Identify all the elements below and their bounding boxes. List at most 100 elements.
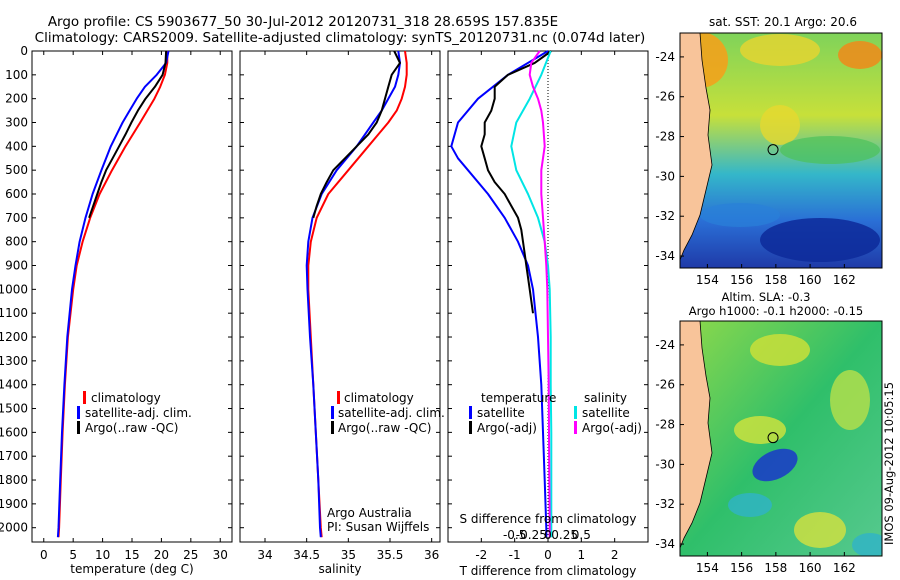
figure-title-line2: Climatology: CARS2009. Satellite-adjuste…	[35, 30, 646, 46]
depth-tick-label: 400	[5, 139, 28, 153]
legend-label-climatology: climatology	[344, 391, 414, 405]
difference-panel: -2 -1 0 1 2 T difference from climatology S …	[447, 50, 649, 578]
sla-map-frame	[679, 320, 883, 557]
depth-tick-label: 1300	[0, 354, 28, 368]
series-line-magenta	[528, 50, 551, 538]
map-y-tick-label: -24	[655, 338, 675, 352]
sla-low-eddy	[852, 533, 882, 556]
sla-high-patch	[830, 370, 870, 430]
legend-label-argo-s: Argo(-adj)	[582, 421, 642, 435]
map-x-tick-label: 154	[696, 273, 719, 287]
legend-label-argo: Argo(..raw -QC)	[338, 421, 431, 435]
map-x-tick-label: 158	[764, 561, 787, 575]
depth-tick-label: 600	[5, 187, 28, 201]
sla-high-patch	[794, 512, 846, 548]
sst-warm-patch	[760, 105, 800, 145]
map-y-tick-label: -34	[655, 249, 675, 263]
map-y-tick-label: -26	[655, 90, 675, 104]
series-line-black	[480, 50, 552, 314]
x-tick-label: 10	[95, 548, 110, 562]
legend-label-argo: Argo(..raw -QC)	[85, 421, 178, 435]
x-tick-label: 34.5	[293, 548, 320, 562]
x-tick-label: -2	[475, 548, 487, 562]
depth-tick-label: 900	[5, 259, 28, 273]
x-tick-label: 0	[40, 548, 48, 562]
temperature-axes-frame	[31, 50, 233, 543]
depth-tick-label: 0	[20, 44, 28, 58]
map-y-tick-label: -26	[655, 378, 675, 392]
salinity-axes-frame	[239, 50, 441, 543]
series-line-black	[312, 50, 401, 219]
annotation-line1: Argo Australia	[327, 506, 412, 520]
sla-map: Altim. SLA: -0.3 Argo h1000: -0.1 h2000:…	[655, 290, 883, 575]
depth-tick-label: 800	[5, 235, 28, 249]
salinity-diff-tick-label: -0.25	[516, 528, 547, 542]
map-x-tick-label: 162	[833, 273, 856, 287]
legend-swatch-black	[77, 421, 80, 434]
depth-tick-label: 500	[5, 163, 28, 177]
legend-swatch-blue	[469, 406, 472, 419]
depth-tick-label: 1800	[0, 473, 28, 487]
sst-cold-patch	[760, 218, 880, 262]
legend-header-salinity: salinity	[584, 391, 627, 405]
depth-tick-label: 1200	[0, 330, 28, 344]
depth-tick-label: 1900	[0, 497, 28, 511]
salinity-diff-tick-label: 0.25	[551, 528, 578, 542]
salinity-series	[305, 50, 408, 538]
depth-tick-label: 300	[5, 116, 28, 130]
x-tick-label: 36	[424, 548, 439, 562]
legend-header-temperature: temperature	[481, 391, 556, 405]
legend-swatch-magenta	[574, 421, 577, 434]
x-tick-label: 25	[183, 548, 198, 562]
map-y-tick-label: -32	[655, 209, 675, 223]
sla-map-subtitle: Argo h1000: -0.1 h2000: -0.15	[689, 304, 863, 318]
sst-cold-patch	[700, 203, 780, 227]
x-tick-label: 34	[257, 548, 272, 562]
salinity-x-axis: 34 34.5 35 35.5 36	[257, 51, 439, 562]
legend-swatch-cyan	[574, 406, 577, 419]
temperature-legend: climatology satellite-adj. clim. Argo(..…	[77, 391, 192, 435]
x-tick-label: 35.5	[377, 548, 404, 562]
depth-tick-label: 1400	[0, 378, 28, 392]
x-tick-label: 5	[69, 548, 77, 562]
difference-xlabel-top: S difference from climatology	[460, 512, 637, 526]
legend-swatch-black	[469, 421, 472, 434]
difference-series	[450, 50, 553, 538]
legend-label-satellite-adj: satellite-adj. clim.	[85, 406, 192, 420]
legend-label-argo-t: Argo(-adj)	[477, 421, 537, 435]
salinity-legend: climatology satellite-adj. clim. Argo(..…	[331, 391, 445, 435]
legend-swatch-blue	[331, 406, 334, 419]
temperature-panel: 0100200300400500600700800900100011001200…	[0, 44, 233, 576]
series-line-black	[88, 50, 168, 219]
sla-land	[680, 321, 713, 549]
sla-high-patch	[750, 334, 810, 366]
salinity-diff-tick-label: -0.5	[503, 528, 526, 542]
legend-swatch-red	[337, 391, 340, 404]
salinity-y-ticks	[240, 50, 440, 529]
salinity-diff-tick-label: 0	[544, 528, 552, 542]
map-y-tick-label: -28	[655, 418, 675, 432]
sst-map-title: sat. SST: 20.1 Argo: 20.6	[709, 15, 857, 29]
sla-argo-marker	[767, 432, 779, 444]
depth-tick-label: 1100	[0, 306, 28, 320]
sst-warm-patch	[740, 34, 820, 66]
map-x-tick-label: 160	[799, 273, 822, 287]
sla-map-title: Altim. SLA: -0.3	[722, 290, 811, 304]
x-tick-label: 30	[213, 548, 228, 562]
sla-map-axes: 154 156 158 160 162 -24 -26 -28 -30 -32 -34	[655, 338, 855, 575]
depth-tick-label: 1600	[0, 425, 28, 439]
map-x-tick-label: 158	[764, 273, 787, 287]
x-tick-label: 2	[611, 548, 619, 562]
depth-tick-label: 1700	[0, 449, 28, 463]
series-line-blue	[56, 50, 170, 538]
map-y-tick-label: -32	[655, 497, 675, 511]
map-x-tick-label: 160	[799, 561, 822, 575]
temperature-series	[56, 50, 170, 538]
sst-argo-marker	[767, 144, 779, 156]
legend-label-climatology: climatology	[91, 391, 161, 405]
x-tick-label: 20	[154, 548, 169, 562]
sst-map-frame	[679, 32, 883, 269]
sst-map: sat. SST: 20.1 Argo: 20.6 154 156 158 160 16…	[655, 15, 883, 287]
sst-warm-patch	[838, 41, 882, 69]
series-line-blue	[450, 50, 549, 538]
